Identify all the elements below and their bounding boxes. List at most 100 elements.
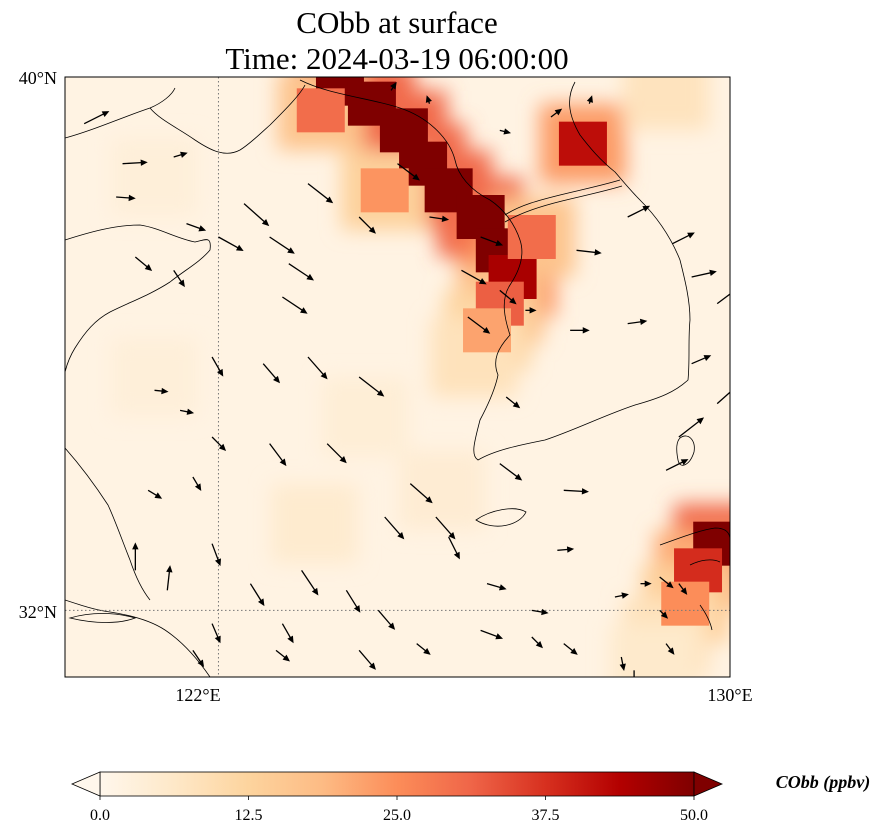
wind-vector: [262, 363, 281, 384]
wind-vector-head: [287, 635, 294, 644]
wind-vector-head: [388, 622, 396, 630]
wind-vector-head: [642, 205, 651, 212]
wind-vector-shaft: [345, 589, 359, 610]
colorbar-tick-label: 50.0: [680, 807, 708, 824]
wind-vector: [243, 203, 270, 227]
wind-vector: [425, 95, 432, 104]
wind-vector-shaft: [678, 419, 702, 438]
wind-vector: [627, 205, 651, 218]
wind-vector-shaft: [269, 236, 292, 253]
wind-vector-shaft: [672, 233, 692, 245]
wind-vector-shaft: [211, 543, 220, 563]
wind-vector: [116, 194, 136, 202]
wind-vector-shaft: [269, 443, 285, 464]
wind-vector-shaft: [499, 463, 520, 479]
wind-vector: [576, 249, 602, 256]
wind-vector-head: [144, 264, 153, 271]
field-halo-20: [622, 77, 710, 130]
wind-vector-head: [732, 287, 740, 294]
wind-vector: [218, 236, 244, 251]
wind-vector-shaft: [576, 249, 598, 254]
wind-vector-shaft: [301, 569, 317, 593]
wind-vector-head: [186, 408, 195, 415]
wind-vector: [531, 636, 543, 649]
wind-vector: [570, 327, 590, 334]
chart-title-line-2: Time: 2024-03-19 06:00:00: [225, 41, 568, 76]
field-cell-13: [360, 168, 409, 213]
wind-vector-head: [368, 662, 376, 670]
wind-vector: [147, 489, 163, 499]
wind-vector-head: [514, 473, 523, 481]
field-halo-23: [399, 450, 486, 530]
wind-vector: [678, 583, 688, 595]
wind-vector: [665, 643, 675, 655]
coastline-yangtze-island: [68, 613, 137, 623]
wind-vector-shaft: [480, 629, 500, 638]
wind-vector-head: [287, 247, 295, 254]
wind-vector-head: [217, 368, 224, 377]
wind-vector-head: [339, 456, 347, 464]
wind-vector: [461, 269, 487, 285]
wind-vector: [211, 543, 222, 567]
wind-vector-head: [499, 584, 507, 591]
wind-vector: [550, 108, 563, 118]
wind-vector-head: [503, 128, 512, 135]
wind-vector: [499, 289, 517, 305]
wind-vector-head: [441, 215, 450, 222]
wind-vector-shaft: [307, 356, 326, 377]
wind-vector-head: [397, 532, 405, 540]
wind-vector-shaft: [326, 443, 345, 461]
wind-vector: [358, 376, 385, 397]
wind-vector-shaft: [627, 207, 647, 218]
wind-vector: [627, 318, 648, 326]
wind-vector-shaft: [512, 676, 514, 677]
wind-vector-head: [509, 297, 517, 305]
wind-vector: [390, 81, 397, 91]
wind-vector-shaft: [166, 569, 171, 591]
wind-vector: [249, 583, 265, 607]
wind-vector-head: [101, 111, 110, 118]
wind-vector-head: [194, 483, 202, 491]
wind-vector-head: [140, 159, 148, 166]
wind-vector: [480, 629, 504, 640]
wind-vector: [614, 592, 629, 599]
wind-vector: [173, 151, 188, 158]
wind-vector-head: [619, 663, 626, 671]
wind-vector-shaft: [262, 363, 278, 381]
wind-vector-head: [368, 226, 376, 234]
wind-vector-head: [703, 355, 712, 361]
wind-vector-head: [198, 225, 207, 232]
wind-vector-shaft: [665, 460, 685, 471]
wind-vector-head: [235, 244, 244, 251]
field-halo-22: [271, 484, 358, 564]
wind-vector: [716, 287, 740, 305]
wind-vector-head: [631, 677, 637, 684]
wind-vector: [384, 516, 405, 540]
wind-vector-head: [325, 196, 334, 204]
wind-vector-shaft: [716, 293, 730, 305]
wind-vector: [275, 649, 291, 662]
wind-vector: [377, 609, 396, 630]
wind-vector-shaft: [288, 263, 311, 279]
wind-vector: [716, 391, 730, 405]
wind-vector: [192, 649, 205, 668]
colorbar-body: [99, 771, 695, 797]
wind-vector-shaft: [282, 296, 305, 313]
wind-vector-shaft: [499, 289, 514, 303]
wind-vector: [665, 459, 689, 471]
wind-vector: [409, 483, 433, 504]
wind-vector-head: [644, 580, 652, 587]
wind-vector-head: [453, 551, 460, 560]
wind-vector-head: [709, 269, 717, 277]
colorbar-extend-max: [693, 771, 724, 797]
wind-vector-head: [161, 387, 169, 395]
coastline-shandong: [65, 224, 211, 373]
wind-vector-head: [425, 496, 433, 504]
wind-vector: [345, 589, 361, 613]
chart-title-line-1: CObb at surface: [296, 5, 497, 40]
wind-vector-head: [517, 684, 524, 691]
wind-vector-head: [376, 389, 385, 397]
map-panel: [64, 76, 740, 691]
wind-vector-head: [300, 307, 308, 314]
wind-vectors: [83, 81, 740, 691]
